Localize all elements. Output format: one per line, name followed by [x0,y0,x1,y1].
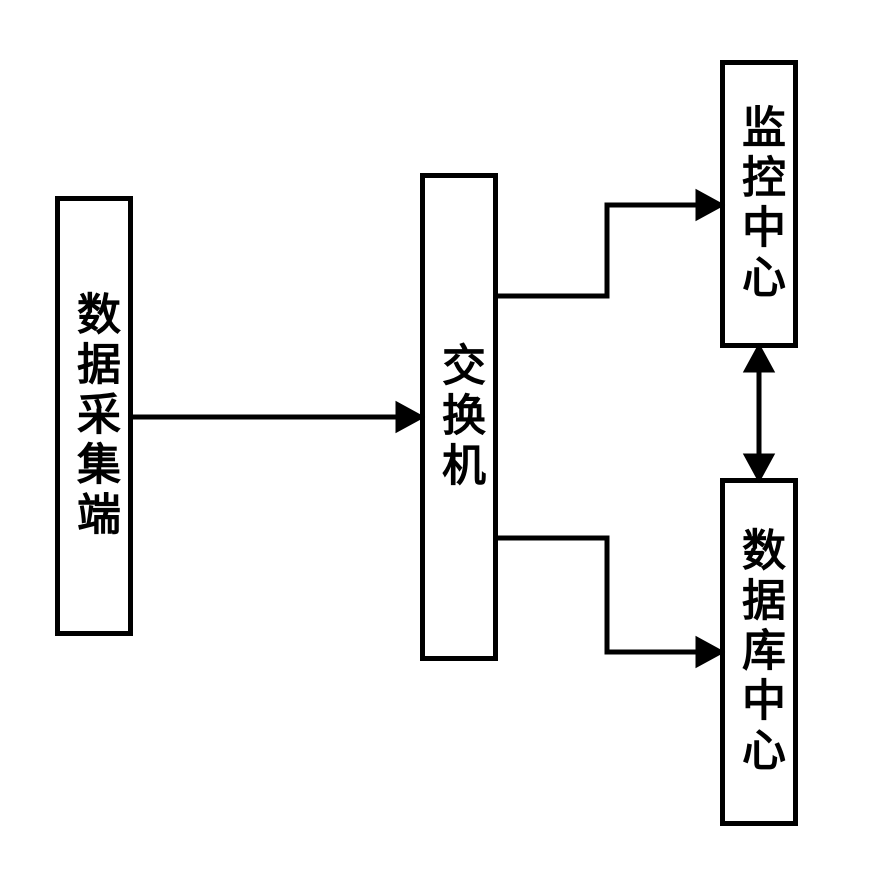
node-db: 数据库中心 [720,478,798,826]
node-monitor: 监控中心 [720,60,798,348]
node-collector: 数据采集端 [55,196,133,636]
node-monitor-label: 监控中心 [737,104,781,304]
node-db-label: 数据库中心 [737,527,781,777]
node-collector-label: 数据采集端 [72,291,116,541]
node-switch-label: 交换机 [437,342,481,492]
node-switch: 交换机 [420,173,498,661]
